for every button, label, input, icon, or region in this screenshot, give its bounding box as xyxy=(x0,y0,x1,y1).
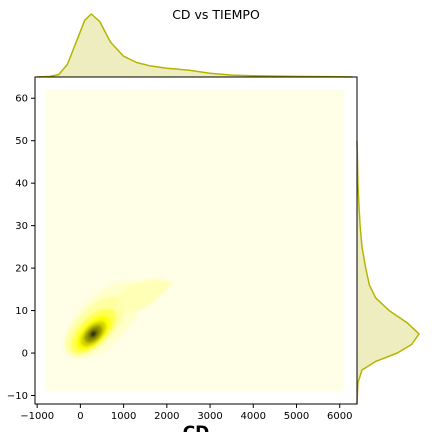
y-tick-label: 0 xyxy=(22,349,28,360)
y-tick-label: 40 xyxy=(15,179,28,190)
main-axes-frame xyxy=(34,76,358,405)
marginal-y-fill xyxy=(357,140,419,404)
x-axis: −1000 0 1000 2000 3000 4000 5000 6000 xyxy=(20,404,352,422)
marginal-y-line xyxy=(356,140,420,405)
marginal-y-density xyxy=(356,140,420,405)
x-tick-label: 2000 xyxy=(154,411,179,422)
marginal-x-fill xyxy=(37,14,353,77)
kde-contours xyxy=(64,279,174,360)
y-tick-label: 20 xyxy=(15,264,28,275)
kde-tail xyxy=(119,279,174,312)
x-tick-label: 3000 xyxy=(197,411,222,422)
marginal-x-density xyxy=(37,13,353,78)
x-tick-label: 4000 xyxy=(241,411,266,422)
x-tick-label: 1000 xyxy=(111,411,136,422)
x-tick-label: 6000 xyxy=(327,411,352,422)
y-tick-label: 50 xyxy=(15,136,28,147)
marginal-x-line xyxy=(37,13,353,78)
y-axis: −10 0 10 20 30 40 50 60 xyxy=(7,94,35,402)
chart-title: CD vs TIEMPO xyxy=(172,7,260,22)
x-tick-label: 0 xyxy=(77,411,83,422)
y-tick-label: 10 xyxy=(15,306,28,317)
y-tick-label: 60 xyxy=(15,94,28,105)
x-axis-label: CD xyxy=(183,423,210,432)
y-tick-label: 30 xyxy=(15,221,28,232)
x-tick-label: −1000 xyxy=(20,411,54,422)
x-tick-label: 5000 xyxy=(284,411,309,422)
kde-contour-level-8 xyxy=(90,330,97,337)
y-tick-label: −10 xyxy=(7,391,28,402)
